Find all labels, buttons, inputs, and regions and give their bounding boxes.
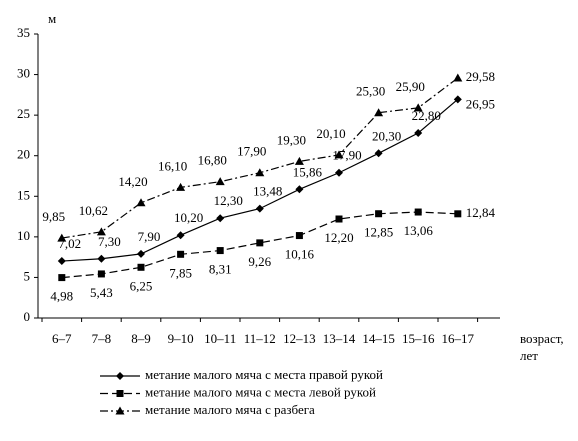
value-label: 19,30 xyxy=(277,132,306,147)
x-tick-label: 9–10 xyxy=(168,331,194,346)
value-label: 12,30 xyxy=(214,193,243,208)
value-label: 12,84 xyxy=(466,205,496,220)
y-tick-label: 35 xyxy=(17,25,30,40)
y-tick-label: 30 xyxy=(17,66,30,81)
marker xyxy=(374,149,383,158)
marker xyxy=(136,198,146,207)
marker xyxy=(96,227,106,236)
marker xyxy=(294,156,304,165)
marker xyxy=(57,233,67,242)
value-label: 17,90 xyxy=(332,148,361,163)
value-label: 26,95 xyxy=(466,96,495,111)
value-label: 22,80 xyxy=(412,108,441,123)
x-axis-label: возраст, xyxy=(520,331,564,346)
marker xyxy=(453,95,462,104)
marker xyxy=(137,249,145,258)
value-label: 29,58 xyxy=(466,69,495,84)
value-label: 25,30 xyxy=(356,84,385,99)
x-tick-label: 10–11 xyxy=(204,331,236,346)
marker xyxy=(216,214,225,223)
marker xyxy=(97,254,106,263)
marker xyxy=(116,372,124,380)
marker xyxy=(413,103,423,112)
x-tick-label: 14–15 xyxy=(362,331,395,346)
x-tick-label: 15–16 xyxy=(402,331,435,346)
value-label: 6,25 xyxy=(130,278,153,293)
y-tick-label: 20 xyxy=(17,147,30,162)
marker xyxy=(255,204,264,213)
legend-label: метание малого мяча с разбега xyxy=(145,402,315,417)
legend-label: метание малого мяча с места левой рукой xyxy=(145,384,376,399)
value-label: 16,80 xyxy=(198,153,227,168)
marker xyxy=(176,182,186,191)
value-label: 13,06 xyxy=(404,223,434,238)
x-tick-label: 7–8 xyxy=(92,331,112,346)
y-tick-label: 5 xyxy=(24,268,31,283)
y-axis-label: м xyxy=(48,11,56,26)
value-label: 12,20 xyxy=(324,230,353,245)
marker xyxy=(176,231,185,240)
marker xyxy=(256,239,264,247)
x-tick-label: 8–9 xyxy=(131,331,151,346)
x-tick-label: 6–7 xyxy=(52,331,72,346)
marker xyxy=(414,128,423,137)
value-label: 4,98 xyxy=(50,289,73,304)
marker xyxy=(295,232,303,240)
value-label: 25,90 xyxy=(396,79,425,94)
marker xyxy=(335,215,343,223)
legend-label: метание малого мяча с места правой рукой xyxy=(145,367,383,382)
marker xyxy=(115,406,125,415)
value-label: 9,85 xyxy=(42,209,65,224)
value-label: 20,10 xyxy=(316,126,345,141)
value-label: 20,30 xyxy=(372,128,401,143)
marker xyxy=(375,210,383,218)
value-label: 7,85 xyxy=(169,265,192,280)
marker xyxy=(215,177,225,186)
marker xyxy=(58,274,66,282)
x-axis-label: лет xyxy=(520,348,538,363)
value-label: 10,62 xyxy=(79,203,108,218)
marker xyxy=(216,247,224,255)
value-label: 10,16 xyxy=(285,247,315,262)
marker xyxy=(116,390,124,397)
y-tick-label: 15 xyxy=(17,187,30,202)
marker xyxy=(97,270,105,278)
value-label: 7,90 xyxy=(138,229,161,244)
x-tick-label: 11–12 xyxy=(244,331,276,346)
value-label: 14,20 xyxy=(118,174,147,189)
value-label: 5,43 xyxy=(90,285,113,300)
value-label: 12,85 xyxy=(364,225,393,240)
x-tick-label: 16–17 xyxy=(442,331,475,346)
value-label: 16,10 xyxy=(158,158,187,173)
marker xyxy=(374,108,384,117)
y-tick-label: 25 xyxy=(17,106,30,121)
y-tick-label: 0 xyxy=(24,309,31,324)
marker xyxy=(335,168,343,177)
marker xyxy=(255,168,265,177)
value-label: 7,30 xyxy=(98,234,121,249)
y-tick-label: 10 xyxy=(17,228,30,243)
marker xyxy=(454,210,462,218)
value-label: 10,20 xyxy=(174,210,203,225)
marker xyxy=(334,150,344,159)
x-tick-label: 12–13 xyxy=(283,331,316,346)
series-line xyxy=(61,211,458,279)
x-tick-label: 13–14 xyxy=(323,331,356,346)
value-label: 17,90 xyxy=(237,144,266,159)
marker xyxy=(295,185,304,194)
value-label: 8,31 xyxy=(209,262,232,277)
marker xyxy=(57,257,66,266)
marker xyxy=(453,73,463,82)
marker xyxy=(414,208,422,216)
value-label: 9,26 xyxy=(248,254,271,269)
marker xyxy=(177,250,185,258)
value-label: 13,48 xyxy=(253,184,282,199)
value-label: 15,86 xyxy=(293,164,323,179)
marker xyxy=(137,263,145,271)
